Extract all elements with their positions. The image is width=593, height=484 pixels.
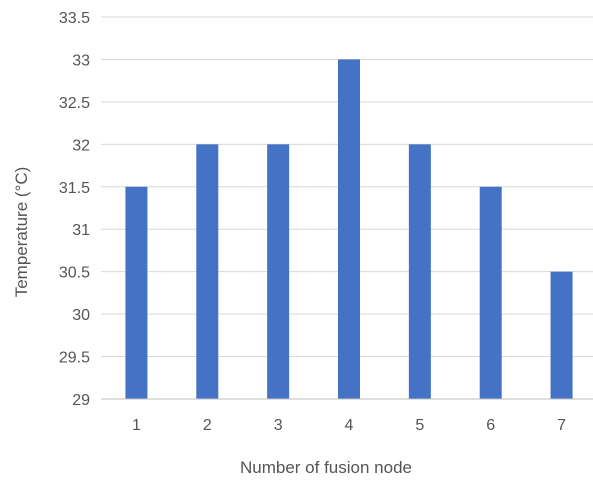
bar bbox=[196, 144, 219, 399]
x-tick-labels: 1 2 3 4 5 6 7 bbox=[132, 417, 566, 434]
y-tick-label: 31 bbox=[72, 222, 90, 239]
x-tick-label: 6 bbox=[486, 417, 495, 434]
y-tick-label: 32.5 bbox=[59, 95, 90, 112]
y-tick-label: 32 bbox=[72, 137, 90, 154]
bar bbox=[267, 144, 290, 399]
y-tick-label: 29 bbox=[72, 392, 90, 409]
x-tick-label: 3 bbox=[274, 417, 283, 434]
x-axis-title: Number of fusion node bbox=[240, 458, 412, 477]
y-tick-labels: 29 29.5 30 30.5 31 31.5 32 32.5 33 33.5 bbox=[59, 10, 90, 409]
x-tick-label: 5 bbox=[415, 417, 424, 434]
y-tick-label: 31.5 bbox=[59, 180, 90, 197]
bar bbox=[125, 186, 148, 399]
y-tick-label: 30.5 bbox=[59, 265, 90, 282]
y-tick-label: 33.5 bbox=[59, 10, 90, 27]
x-tick-label: 2 bbox=[203, 417, 212, 434]
bar bbox=[408, 144, 431, 399]
y-tick-label: 33 bbox=[72, 52, 90, 69]
x-tick-label: 1 bbox=[132, 417, 141, 434]
bar bbox=[338, 59, 360, 399]
bar bbox=[479, 186, 502, 399]
y-axis-title: Temperature (°C) bbox=[12, 167, 31, 298]
bar bbox=[550, 271, 573, 399]
bars bbox=[125, 59, 573, 399]
y-tick-label: 30 bbox=[72, 307, 90, 324]
x-tick-label: 4 bbox=[345, 417, 354, 434]
x-tick-label: 7 bbox=[557, 417, 566, 434]
y-tick-label: 29.5 bbox=[59, 350, 90, 367]
